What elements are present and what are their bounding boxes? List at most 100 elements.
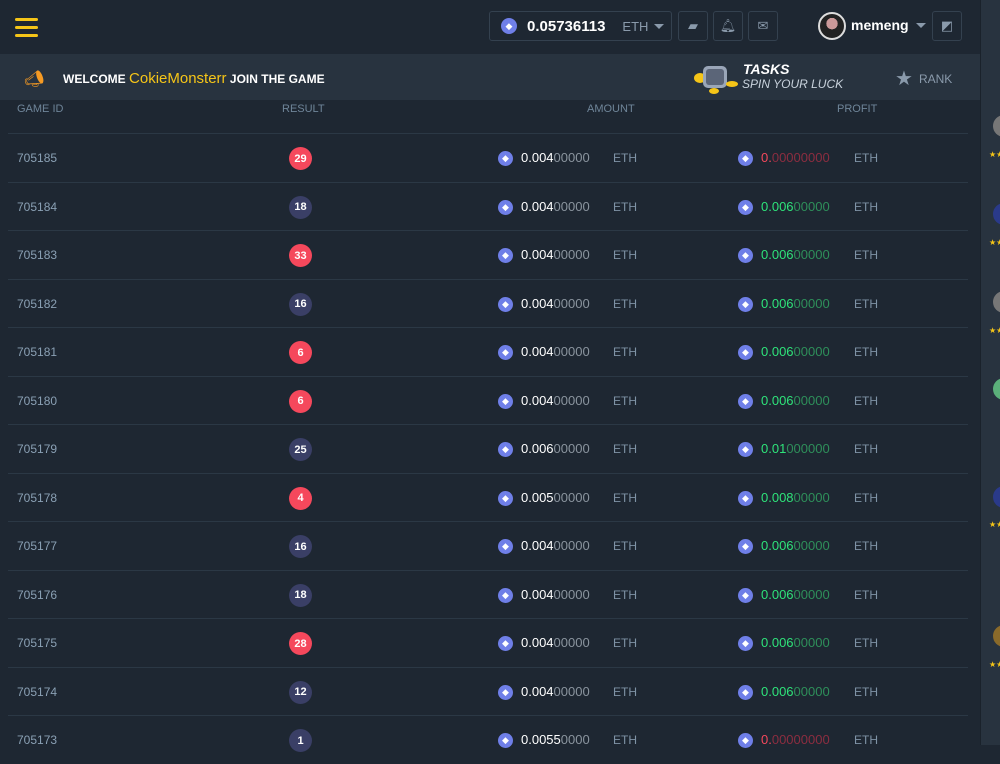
profit-value: 0.00600000	[761, 296, 830, 311]
eth-icon: ◆	[738, 587, 753, 603]
profit-currency: ETH	[854, 490, 878, 505]
chevron-down-icon[interactable]	[916, 23, 926, 28]
profit-currency: ETH	[854, 199, 878, 214]
username[interactable]: memeng	[851, 17, 909, 33]
eth-icon: ◆	[738, 442, 753, 457]
wallet-button[interactable]: ▰	[678, 11, 708, 41]
game-id[interactable]: 705181	[17, 345, 58, 359]
chat-toggle-button[interactable]: ◩	[932, 11, 962, 41]
amount-trailing: 00000	[553, 586, 590, 602]
megaphone-icon: 📣︎	[24, 71, 45, 88]
eth-icon: ◆	[498, 539, 513, 554]
rating-stars: ★★	[989, 660, 1000, 669]
profit-currency: ETH	[854, 539, 878, 553]
amount-significant: 0.004	[521, 344, 554, 359]
amount-currency: ETH	[613, 733, 637, 747]
amount-currency: ETH	[613, 636, 637, 650]
game-id[interactable]: 705174	[17, 684, 58, 699]
game-id[interactable]: 705182	[17, 296, 58, 311]
avatar[interactable]	[993, 203, 1000, 225]
menu-icon[interactable]	[15, 18, 38, 40]
balance-selector[interactable]: ◆ 0.05736113 ETH	[489, 11, 672, 41]
result-badge: 18	[289, 195, 312, 219]
amount-significant: 0.004	[521, 683, 554, 699]
eth-icon: ◆	[738, 248, 753, 263]
table-row[interactable]: 705182 16 ◆ 0.00400000 ETH ◆ 0.00600000 …	[8, 278, 968, 328]
profit-significant: 0.	[761, 150, 772, 165]
game-id[interactable]: 705176	[17, 587, 58, 602]
eth-icon: ◆	[738, 151, 753, 166]
amount-value: 0.00550000	[521, 732, 590, 747]
treasure-chest-icon[interactable]	[694, 60, 738, 94]
game-id[interactable]: 705183	[17, 248, 58, 262]
table-row[interactable]: 705184 18 ◆ 0.00400000 ETH ◆ 0.00600000 …	[8, 181, 968, 231]
profit-value: 0.00600000	[761, 587, 830, 602]
amount-currency: ETH	[613, 393, 637, 408]
table-row[interactable]: 705185 29 ◆ 0.00400000 ETH ◆ 0.00000000 …	[8, 133, 968, 182]
table-row[interactable]: 705181 6 ◆ 0.00400000 ETH ◆ 0.00600000 E…	[8, 327, 968, 376]
game-id[interactable]: 705173	[17, 733, 58, 747]
game-history-table: 705185 29 ◆ 0.00400000 ETH ◆ 0.00000000 …	[8, 133, 968, 764]
amount-significant: 0.004	[521, 150, 554, 165]
avatar[interactable]	[818, 12, 846, 40]
profit-trailing: 00000	[793, 198, 830, 214]
messages-button[interactable]: ✉	[748, 11, 778, 41]
header-amount: AMOUNT	[587, 103, 635, 115]
avatar[interactable]	[993, 486, 1000, 508]
game-id[interactable]: 705175	[17, 636, 58, 650]
result-badge: 33	[289, 244, 312, 267]
avatar[interactable]	[993, 115, 1000, 137]
game-id[interactable]: 705185	[17, 151, 58, 165]
notifications-button[interactable]: 🔔︎	[713, 11, 743, 41]
amount-currency: ETH	[613, 684, 637, 699]
eth-icon: ◆	[738, 539, 753, 554]
table-row[interactable]: 705173 1 ◆ 0.00550000 ETH ◆ 0.00000000 E…	[8, 715, 968, 764]
header-profit: PROFIT	[837, 103, 878, 115]
profit-trailing: 00000	[793, 392, 830, 408]
amount-value: 0.00400000	[521, 635, 590, 650]
avatar[interactable]	[993, 378, 1000, 400]
table-row[interactable]: 705176 18 ◆ 0.00400000 ETH ◆ 0.00600000 …	[8, 569, 968, 619]
game-id[interactable]: 705179	[17, 442, 58, 456]
amount-value: 0.00400000	[521, 393, 590, 408]
profit-value: 0.00600000	[761, 247, 830, 262]
amount-currency: ETH	[613, 442, 637, 456]
profit-value: 0.00600000	[761, 344, 830, 359]
result-badge: 1	[289, 729, 312, 752]
rank-button[interactable]: ★ RANK	[895, 66, 952, 91]
eth-icon: ◆	[498, 199, 513, 215]
table-row[interactable]: 705177 16 ◆ 0.00400000 ETH ◆ 0.00600000 …	[8, 521, 968, 570]
amount-value: 0.00500000	[521, 490, 590, 505]
eth-icon: ◆	[498, 393, 513, 409]
amount-value: 0.00400000	[521, 150, 590, 165]
table-row[interactable]: 705174 12 ◆ 0.00400000 ETH ◆ 0.00600000 …	[8, 666, 968, 716]
table-row[interactable]: 705183 33 ◆ 0.00400000 ETH ◆ 0.00600000 …	[8, 230, 968, 279]
eth-icon: ◆	[738, 636, 753, 651]
table-row[interactable]: 705178 4 ◆ 0.00500000 ETH ◆ 0.00800000 E…	[8, 472, 968, 522]
amount-significant: 0.0055	[521, 732, 561, 747]
profit-currency: ETH	[854, 248, 878, 262]
result-badge: 16	[289, 535, 312, 558]
eth-icon: ◆	[498, 296, 513, 312]
profit-trailing: 00000000	[771, 732, 830, 747]
amount-trailing: 0000	[560, 732, 590, 747]
profit-significant: 0.006	[761, 586, 794, 602]
table-row[interactable]: 705179 25 ◆ 0.00600000 ETH ◆ 0.01000000 …	[8, 424, 968, 473]
game-id[interactable]: 705184	[17, 199, 58, 214]
amount-significant: 0.004	[521, 538, 554, 553]
eth-icon: ◆	[738, 345, 753, 360]
game-id[interactable]: 705178	[17, 490, 58, 505]
avatar[interactable]	[993, 625, 1000, 647]
profit-significant: 0.006	[761, 538, 794, 553]
tasks-link[interactable]: TASKS	[743, 61, 790, 77]
game-id[interactable]: 705177	[17, 539, 58, 553]
profit-currency: ETH	[854, 345, 878, 359]
amount-currency: ETH	[613, 345, 637, 359]
avatar[interactable]	[993, 291, 1000, 313]
table-row[interactable]: 705180 6 ◆ 0.00400000 ETH ◆ 0.00600000 E…	[8, 375, 968, 425]
eth-icon: ◆	[498, 345, 513, 360]
amount-trailing: 00000	[553, 392, 590, 408]
amount-currency: ETH	[613, 296, 637, 311]
table-row[interactable]: 705175 28 ◆ 0.00400000 ETH ◆ 0.00600000 …	[8, 618, 968, 667]
game-id[interactable]: 705180	[17, 393, 58, 408]
